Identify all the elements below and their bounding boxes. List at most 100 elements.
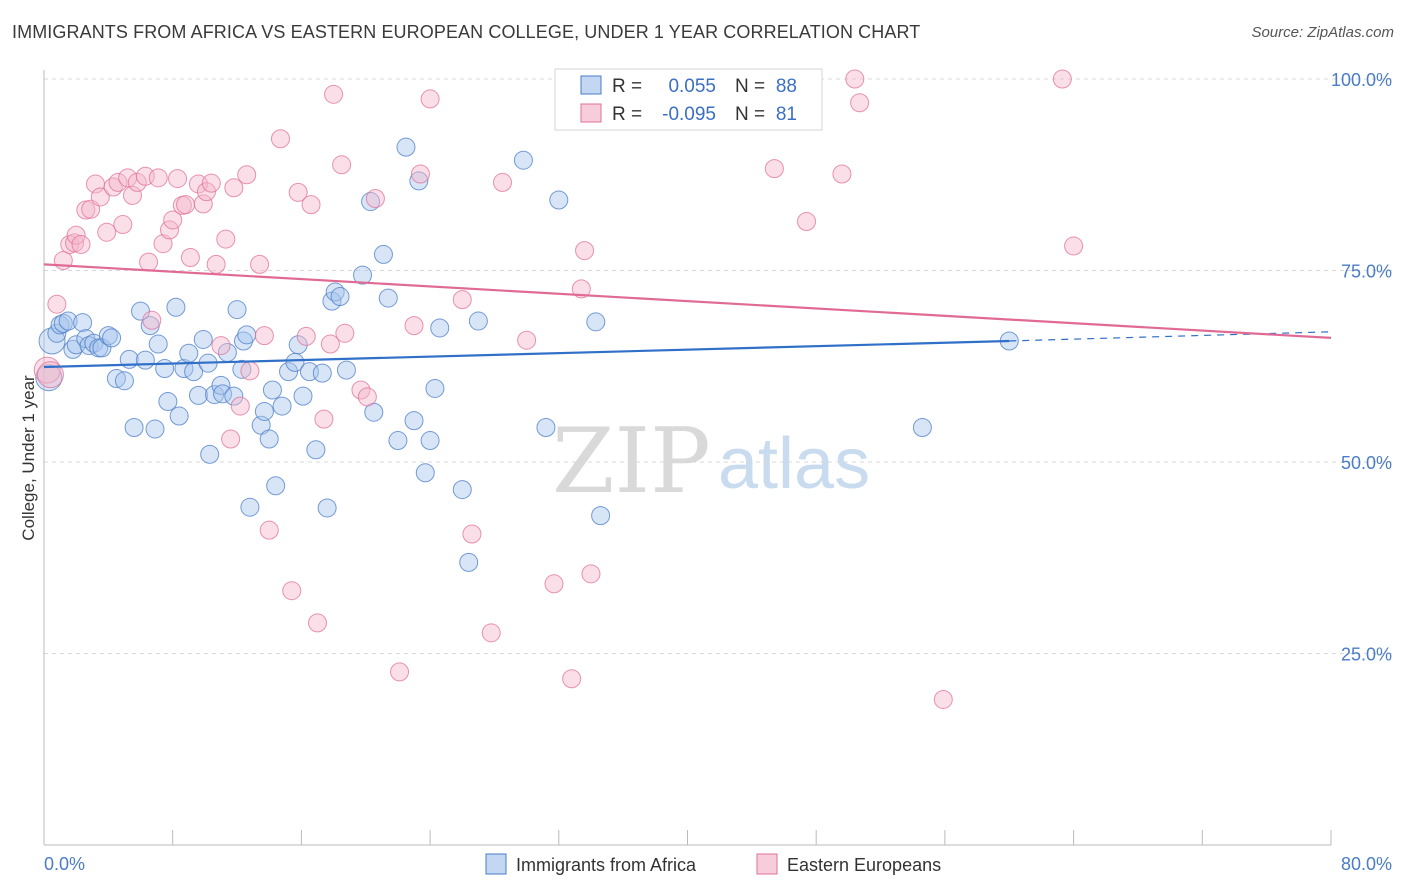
y-tick-labels: 100.0% 75.0% 50.0% 25.0% <box>1331 70 1392 665</box>
series-legend: Immigrants from Africa Eastern Europeans <box>485 853 941 875</box>
point-africa-52 <box>279 362 299 382</box>
point-africa-28 <box>169 406 189 426</box>
bottom-legend-swatch-africa <box>485 853 507 875</box>
point-eastern-74 <box>797 211 817 231</box>
point-eastern-73 <box>764 159 784 179</box>
point-eastern-42 <box>250 254 270 274</box>
x-tick-label-right: 80.0% <box>1341 854 1392 874</box>
point-eastern-64 <box>462 524 482 544</box>
point-africa-32 <box>188 385 208 405</box>
legend-r-value-africa: 0.055 <box>668 76 716 97</box>
point-africa-35 <box>200 444 220 464</box>
point-eastern-72 <box>581 564 601 584</box>
point-africa-5 <box>58 311 78 331</box>
point-eastern-14 <box>108 172 128 192</box>
point-eastern-12 <box>97 222 117 242</box>
point-eastern-8 <box>76 200 96 220</box>
point-eastern-66 <box>492 172 512 192</box>
bottom-legend-label-africa: Immigrants from Africa <box>516 855 697 875</box>
point-africa-26 <box>158 391 178 411</box>
point-africa-84 <box>591 506 611 526</box>
y-tick-label-0: 100.0% <box>1331 70 1392 90</box>
point-eastern-68 <box>544 574 564 594</box>
y-tick-label-2: 50.0% <box>1341 453 1392 473</box>
point-eastern-34 <box>206 254 226 274</box>
point-africa-40 <box>224 386 244 406</box>
legend-n-label-africa: N = <box>735 76 765 97</box>
point-eastern-28 <box>176 195 196 215</box>
x-tick-label-left: 0.0% <box>44 854 85 874</box>
point-eastern-62 <box>420 89 440 109</box>
series-africa-points <box>35 137 1019 572</box>
trend-line-africa <box>43 339 1010 369</box>
point-africa-85 <box>912 418 932 438</box>
point-eastern-76 <box>845 69 865 89</box>
point-eastern-52 <box>320 334 340 354</box>
legend-r-value-eastern: -0.095 <box>662 104 716 125</box>
point-africa-69 <box>388 431 408 451</box>
point-eastern-80 <box>1064 236 1084 256</box>
point-africa-71 <box>404 411 424 431</box>
point-eastern-38 <box>224 178 244 198</box>
point-africa-55 <box>293 386 313 406</box>
point-africa-79 <box>468 311 488 331</box>
point-eastern-48 <box>296 326 316 346</box>
point-africa-30 <box>179 343 199 363</box>
point-africa-57 <box>306 440 326 460</box>
point-africa-42 <box>232 359 252 379</box>
point-eastern-37 <box>221 429 241 449</box>
point-africa-23 <box>145 419 165 439</box>
legend-n-label-eastern: N = <box>735 104 765 125</box>
point-africa-45 <box>240 497 260 517</box>
point-eastern-75 <box>832 164 852 184</box>
point-africa-4 <box>53 313 73 333</box>
point-eastern-70 <box>571 279 591 299</box>
point-africa-17 <box>114 371 134 391</box>
point-eastern-0 <box>33 356 61 384</box>
point-africa-67 <box>373 244 393 264</box>
point-eastern-77 <box>850 93 870 113</box>
point-africa-64 <box>353 265 373 285</box>
legend-n-value-eastern: 81 <box>776 104 797 125</box>
legend-r-label-africa: R = <box>612 76 642 97</box>
point-africa-82 <box>549 190 569 210</box>
point-africa-63 <box>336 360 356 380</box>
point-eastern-51 <box>314 409 334 429</box>
point-africa-8 <box>73 313 93 333</box>
point-eastern-40 <box>237 165 257 185</box>
point-eastern-58 <box>365 188 385 208</box>
point-eastern-47 <box>288 182 308 202</box>
watermark-atlas: atlas <box>718 424 870 504</box>
point-africa-27 <box>166 297 186 317</box>
point-eastern-67 <box>517 330 537 350</box>
trend-lines <box>43 263 1332 369</box>
point-africa-47 <box>254 401 274 421</box>
point-eastern-44 <box>259 520 279 540</box>
point-eastern-6 <box>66 225 86 245</box>
point-africa-24 <box>148 334 168 354</box>
point-africa-36 <box>205 385 225 405</box>
point-eastern-78 <box>933 689 953 709</box>
series-eastern-points <box>33 69 1084 709</box>
point-eastern-15 <box>113 215 133 235</box>
point-eastern-57 <box>357 387 377 407</box>
point-eastern-59 <box>390 662 410 682</box>
trend-line-eastern <box>43 263 1332 340</box>
point-eastern-55 <box>335 323 355 343</box>
point-africa-49 <box>262 380 282 400</box>
point-eastern-50 <box>307 613 327 633</box>
point-africa-73 <box>415 463 435 483</box>
point-eastern-63 <box>452 290 472 310</box>
point-africa-48 <box>259 429 279 449</box>
bottom-legend-label-eastern: Eastern Europeans <box>787 855 941 875</box>
chart-title: IMMIGRANTS FROM AFRICA VS EASTERN EUROPE… <box>12 22 921 42</box>
point-eastern-1 <box>36 361 64 389</box>
point-africa-43 <box>233 331 253 351</box>
point-eastern-79 <box>1052 69 1072 89</box>
point-eastern-39 <box>230 396 250 416</box>
point-africa-59 <box>317 498 337 518</box>
point-africa-62 <box>330 287 350 307</box>
point-africa-83 <box>586 312 606 332</box>
point-africa-76 <box>430 318 450 338</box>
